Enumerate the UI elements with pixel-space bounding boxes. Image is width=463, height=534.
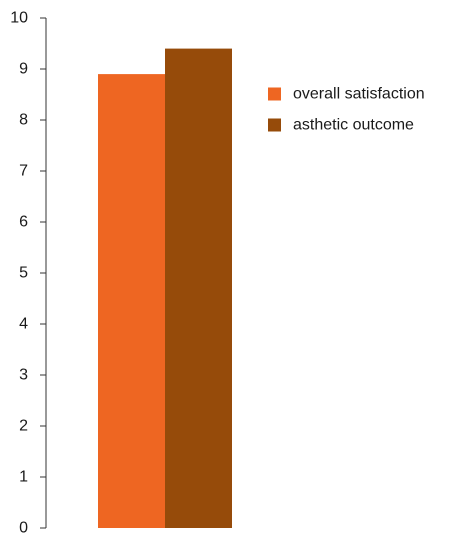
- y-tick-label: 6: [19, 214, 28, 231]
- y-tick-label: 9: [19, 61, 28, 78]
- y-ticks: 0 1 2 3 4 5 6 7 8 9 10: [10, 10, 46, 534]
- y-tick-label: 0: [19, 520, 28, 534]
- y-tick-label: 7: [19, 163, 28, 180]
- legend: overall satisfaction asthetic outcome: [268, 86, 425, 134]
- bar-overall-satisfaction: [98, 74, 165, 528]
- y-tick-label: 10: [10, 10, 28, 27]
- y-tick-label: 8: [19, 112, 28, 129]
- legend-swatch: [268, 118, 281, 132]
- legend-label: overall satisfaction: [293, 86, 425, 103]
- y-tick-label: 4: [19, 316, 28, 333]
- y-tick-label: 2: [19, 418, 28, 435]
- legend-swatch: [268, 87, 281, 101]
- y-tick-label: 5: [19, 265, 28, 282]
- bar-asthetic-outcome: [165, 48, 232, 528]
- bars: [98, 48, 232, 528]
- y-axis: 0 1 2 3 4 5 6 7 8 9 10: [10, 10, 47, 534]
- y-tick-label: 1: [19, 469, 28, 486]
- legend-label: asthetic outcome: [293, 117, 414, 134]
- y-tick-label: 3: [19, 367, 28, 384]
